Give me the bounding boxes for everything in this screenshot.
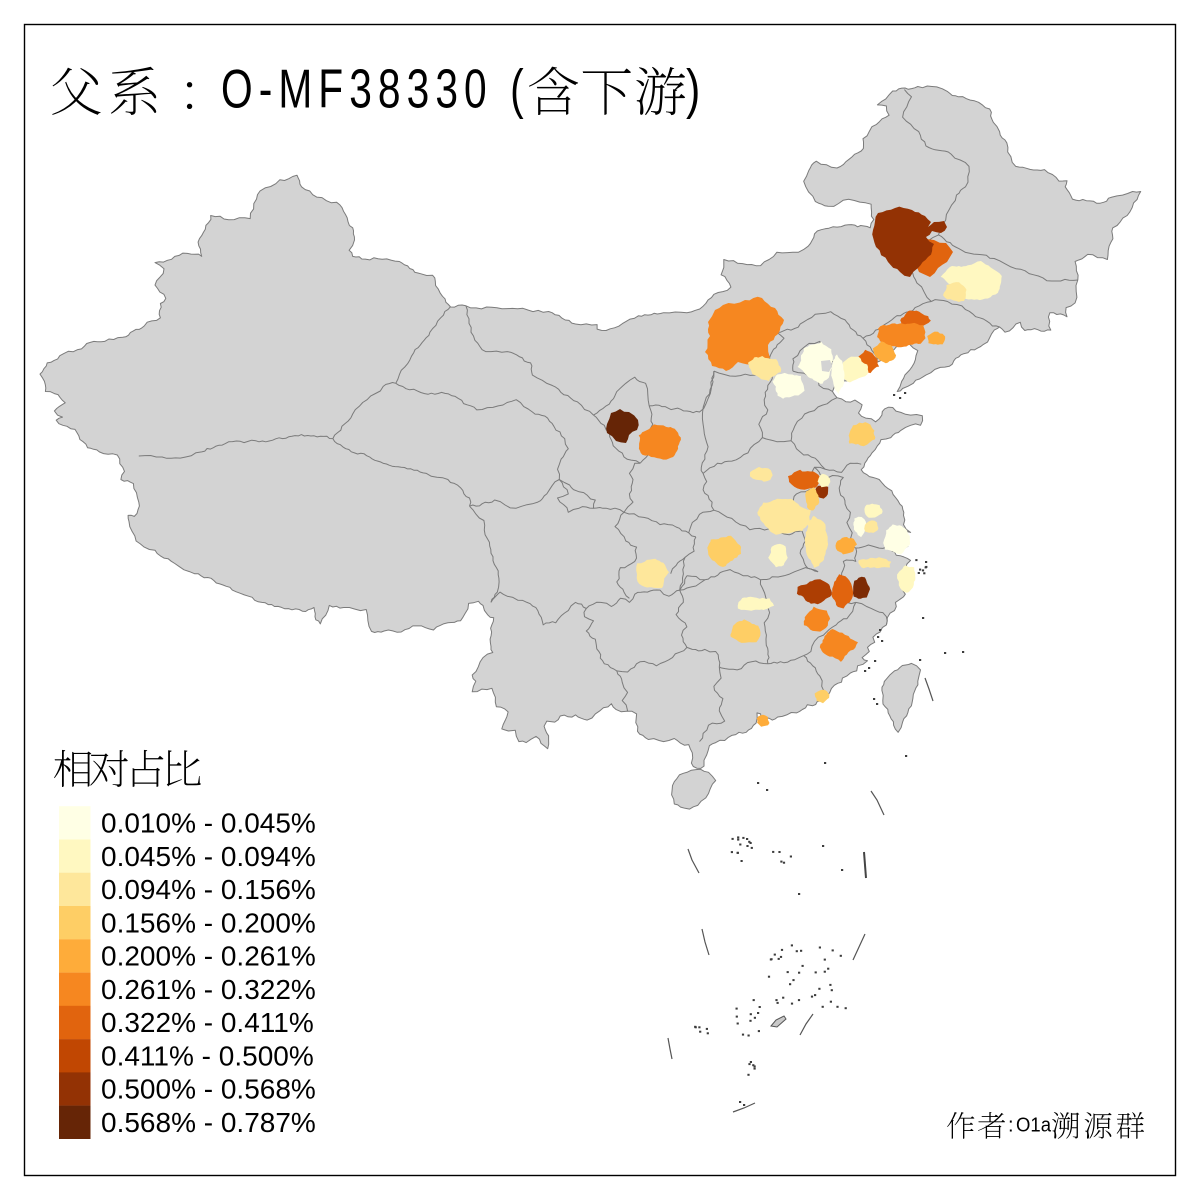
svg-text:0.322% - 0.411%: 0.322% - 0.411% (101, 1007, 314, 1038)
svg-text:0.568% - 0.787%: 0.568% - 0.787% (101, 1107, 316, 1138)
svg-text:0.010% - 0.045%: 0.010% - 0.045% (101, 808, 316, 839)
svg-text:0.045% - 0.094%: 0.045% - 0.094% (101, 841, 316, 872)
svg-text:0.411% - 0.500%: 0.411% - 0.500% (101, 1040, 314, 1071)
svg-text::: : (1008, 1115, 1014, 1137)
svg-text:0.156% - 0.200%: 0.156% - 0.200% (101, 907, 316, 938)
svg-text:0.500% - 0.568%: 0.500% - 0.568% (101, 1074, 316, 1105)
svg-text:0.094% - 0.156%: 0.094% - 0.156% (101, 874, 316, 905)
svg-text:0.261% - 0.322%: 0.261% - 0.322% (101, 974, 316, 1005)
svg-text:): ) (686, 58, 700, 119)
svg-text:0.200% - 0.261%: 0.200% - 0.261% (101, 941, 316, 972)
svg-text:O1a: O1a (1016, 1115, 1052, 1137)
